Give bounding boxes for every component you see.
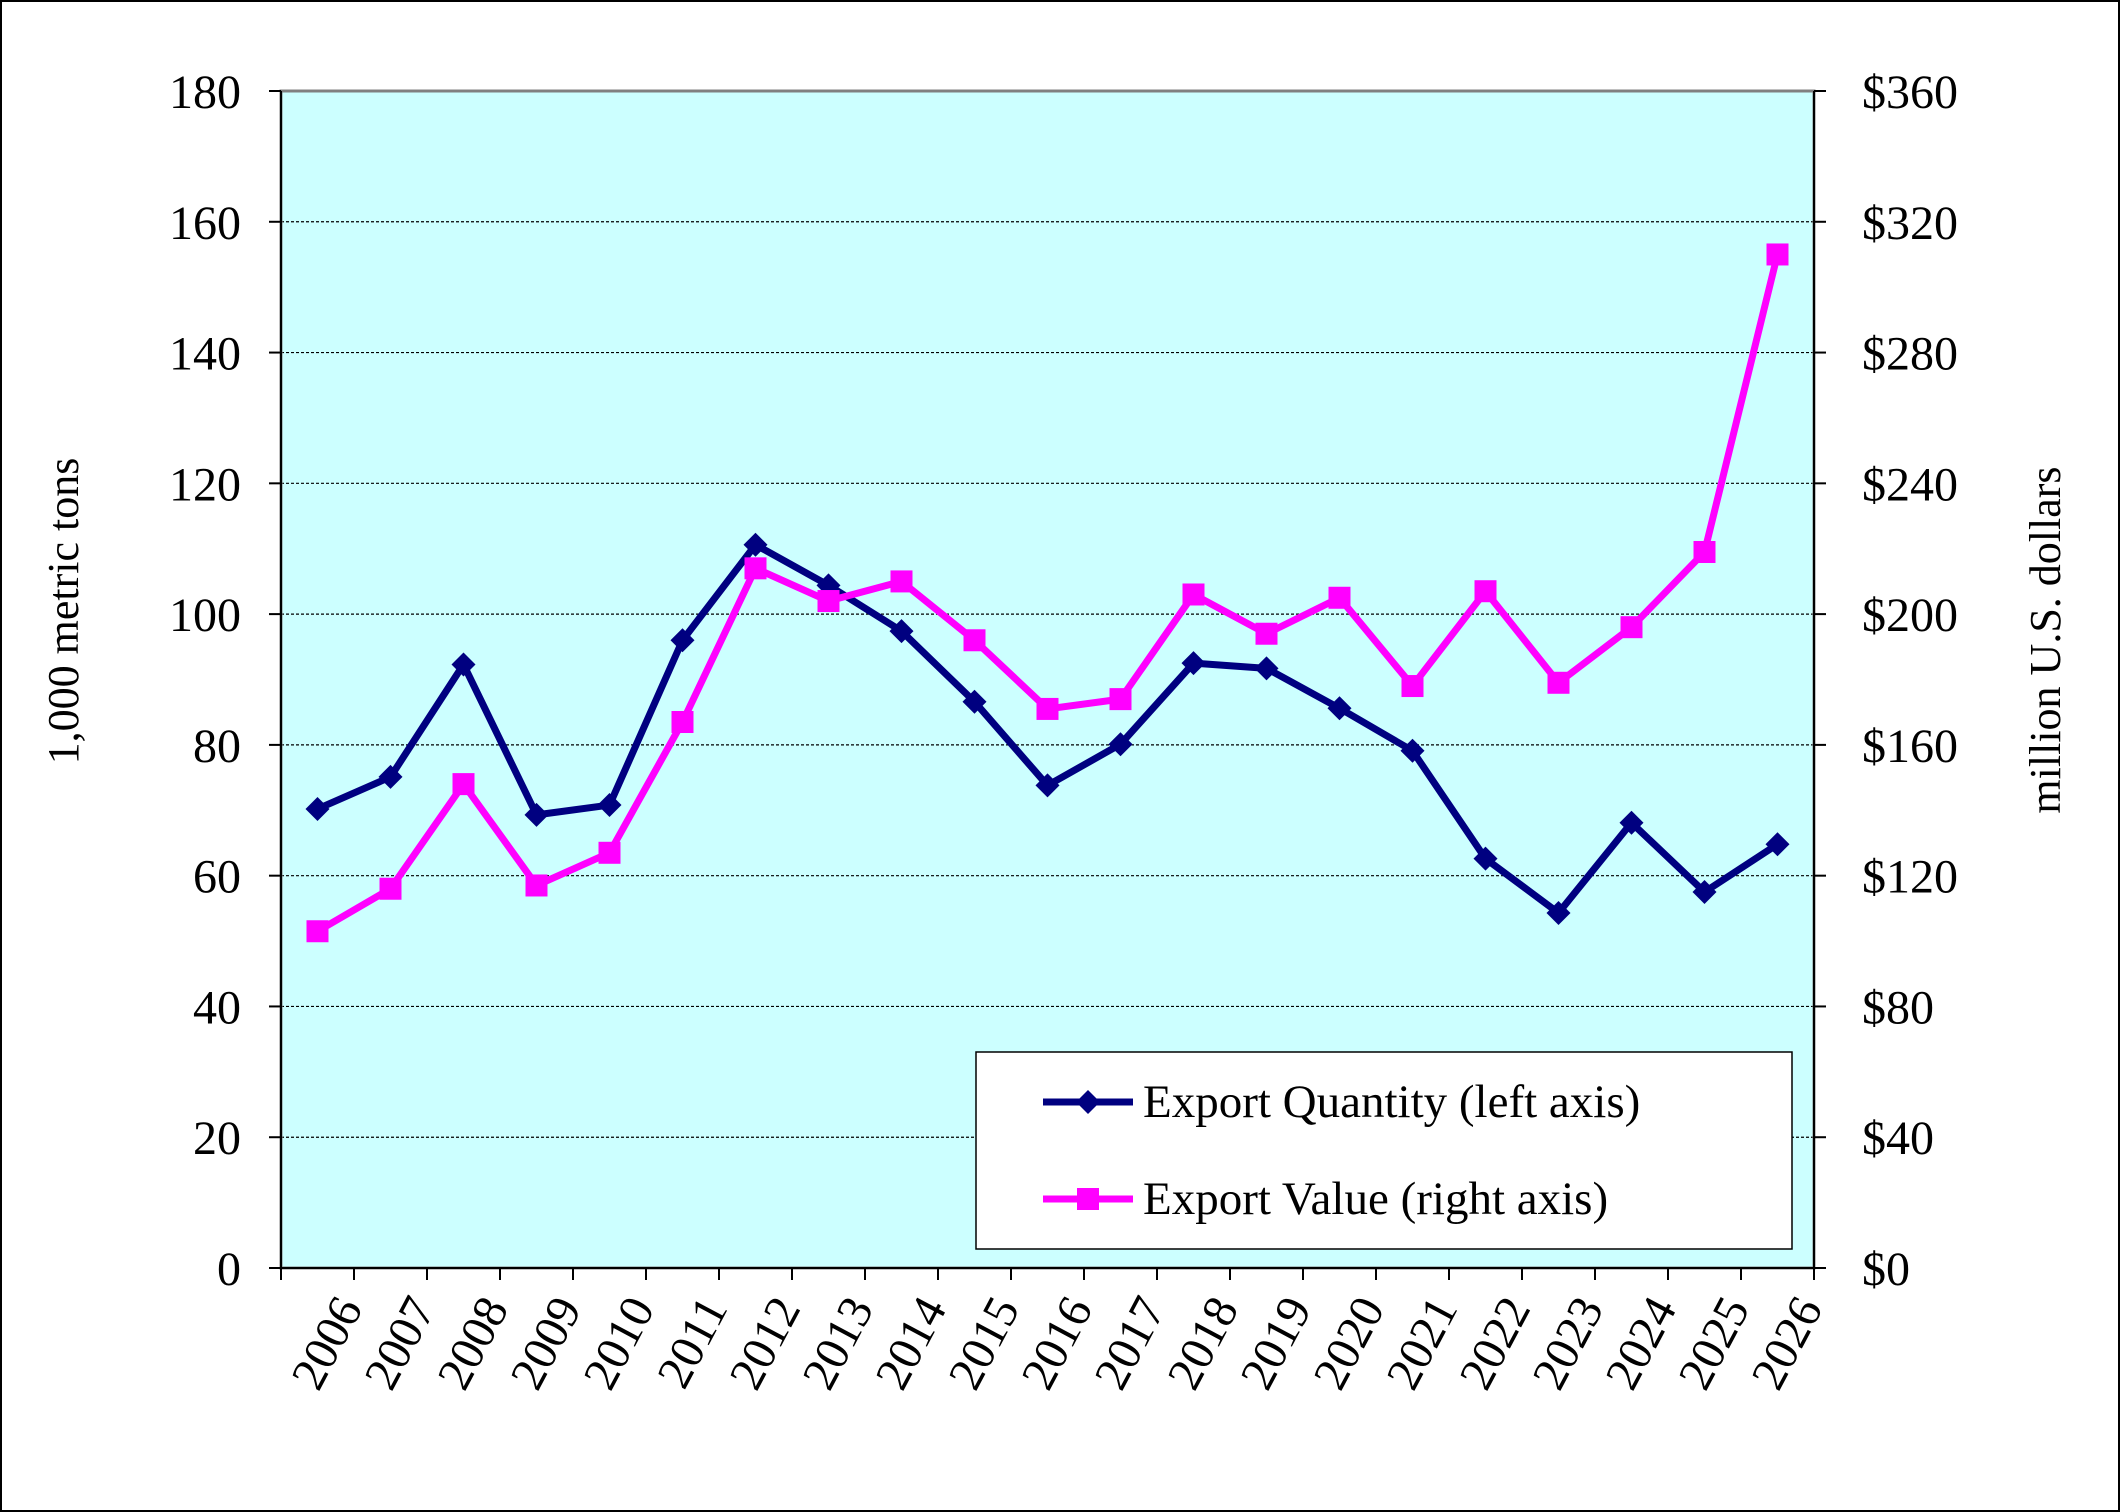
data-point: [963, 629, 986, 652]
data-point: [1327, 696, 1352, 721]
data-point: [1328, 586, 1351, 609]
data-point: [1182, 583, 1205, 606]
data-point: [597, 793, 622, 818]
data-point: [743, 532, 768, 557]
left-axis-title: 1,000 metric tons: [39, 458, 88, 765]
data-point: [1109, 688, 1132, 711]
right-tick-label: $200: [1862, 589, 1958, 642]
data-point: [379, 877, 402, 900]
gridlines: [281, 221, 1814, 1138]
data-point: [1401, 675, 1424, 698]
axes: [269, 90, 1826, 1280]
data-point: [452, 773, 475, 796]
data-point: [1400, 738, 1425, 763]
data-point: [744, 557, 767, 580]
data-point: [890, 570, 913, 593]
left-tick-label: 40: [193, 981, 241, 1034]
right-tick-label: $160: [1862, 720, 1958, 773]
data-point: [1254, 656, 1279, 681]
data-point: [817, 590, 840, 613]
data-point: [889, 619, 914, 644]
left-tick-label: 20: [193, 1112, 241, 1165]
right-tick-label: $40: [1862, 1112, 1934, 1165]
data-point: [1765, 832, 1790, 857]
left-tick-label: 180: [169, 66, 241, 119]
data-point: [962, 689, 987, 714]
left-tick-label: 100: [169, 589, 241, 642]
right-tick-label: $80: [1862, 981, 1934, 1034]
data-point: [598, 841, 621, 864]
data-point: [378, 764, 403, 789]
data-point: [1619, 810, 1644, 835]
data-point: [1620, 616, 1643, 639]
right-axis-title: million U.S. dollars: [2021, 466, 2070, 813]
data-point: [671, 711, 694, 734]
legend: Export Quantity (left axis) Export Value…: [975, 1051, 1793, 1250]
data-point: [305, 796, 330, 821]
data-point: [1474, 580, 1497, 603]
legend-value-marker: [1077, 1188, 1099, 1210]
left-tick-label: 160: [169, 197, 241, 250]
data-point: [306, 920, 329, 943]
left-tick-label: 140: [169, 328, 241, 381]
left-tick-label: 80: [193, 720, 241, 773]
series-export-value: [306, 243, 1789, 943]
right-tick-label: $240: [1862, 458, 1958, 511]
right-tick-label: $280: [1862, 328, 1958, 381]
legend-value-label: Export Value (right axis): [1143, 1173, 1608, 1225]
right-tick-label: $320: [1862, 197, 1958, 250]
right-tick-label: $120: [1862, 851, 1958, 904]
data-point: [1255, 622, 1278, 645]
data-point: [1766, 243, 1789, 266]
data-point: [1108, 732, 1133, 757]
left-tick-label: 120: [169, 458, 241, 511]
right-tick-label: $360: [1862, 66, 1958, 119]
series-export-quantity: [305, 532, 1790, 925]
data-point: [1547, 671, 1570, 694]
left-tick-label: 60: [193, 851, 241, 904]
legend-quantity-label: Export Quantity (left axis): [1143, 1076, 1640, 1128]
right-tick-labels: $0 $40 $80 $120 $160 $200 $240 $280 $320 $360: [1862, 66, 1958, 1296]
data-point: [451, 652, 476, 677]
data-point: [1546, 900, 1571, 925]
data-point: [1692, 880, 1717, 905]
legend-quantity-marker: [1076, 1090, 1100, 1114]
data-point: [1036, 697, 1059, 720]
series-layer: [305, 243, 1790, 943]
data-point: [1181, 651, 1206, 676]
data-point: [525, 874, 548, 897]
data-point: [1473, 846, 1498, 871]
data-point: [524, 802, 549, 827]
right-tick-label: $0: [1862, 1243, 1910, 1296]
left-tick-label: 0: [217, 1243, 241, 1296]
data-point: [670, 628, 695, 653]
legend-box: [975, 1051, 1793, 1250]
data-point: [1035, 773, 1060, 798]
data-point: [1693, 540, 1716, 563]
left-tick-labels: 0 20 40 60 80 100 120 140 160 180: [169, 66, 241, 1296]
